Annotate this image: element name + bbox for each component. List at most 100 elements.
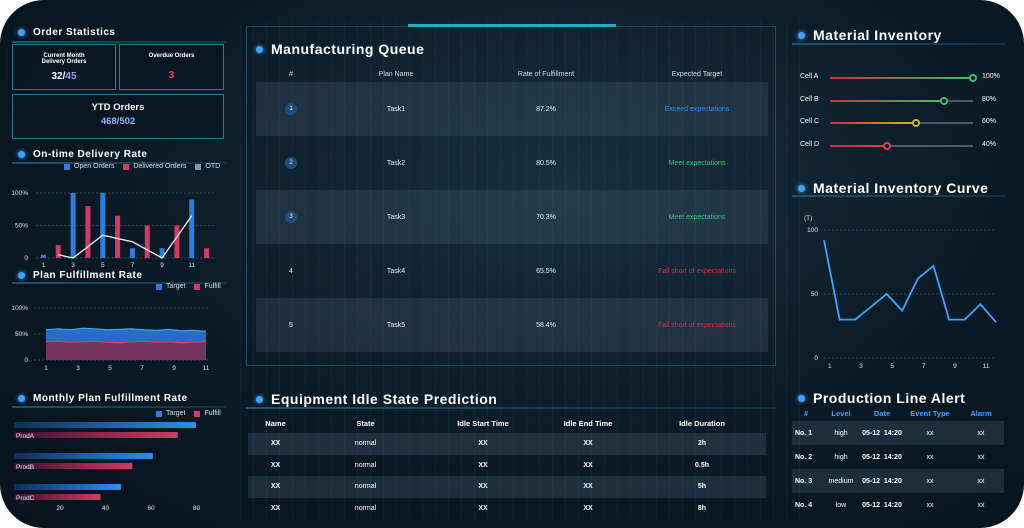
manufacturing-queue-title: Manufacturing Queue bbox=[256, 41, 424, 57]
bar-target[interactable] bbox=[14, 453, 153, 459]
idle-duration: 0.5h bbox=[694, 461, 709, 469]
queue-row[interactable]: 2 Task2 80.5% Meet expectations bbox=[256, 136, 768, 190]
bar-fulfill[interactable] bbox=[14, 494, 101, 500]
idle-state: normal bbox=[354, 461, 377, 469]
bar-delivered-orders[interactable] bbox=[85, 206, 91, 258]
bullet-icon bbox=[256, 45, 263, 53]
alert-row[interactable]: No. 2 high 05-12 14:20 xx xx bbox=[792, 445, 1004, 469]
idle-state: normal bbox=[354, 440, 377, 448]
queue-plan-name: Task1 bbox=[386, 105, 406, 113]
queue-row[interactable]: 3 Task3 70.3% Meet expectations bbox=[256, 190, 768, 244]
alert-table: # Level Date Event Type Alarm No. 1 high 0… bbox=[792, 406, 1004, 517]
inventory-label: Cell A bbox=[800, 73, 819, 80]
x-tick-label: 9 bbox=[160, 262, 164, 269]
alert-date: 05-12 14:20 bbox=[862, 501, 902, 509]
x-tick-label: 11 bbox=[203, 365, 210, 372]
bar-target[interactable] bbox=[14, 484, 121, 490]
bar-open-orders[interactable] bbox=[100, 193, 106, 258]
alert-no: No. 4 bbox=[795, 501, 813, 509]
inventory-knob[interactable] bbox=[912, 119, 920, 127]
y-tick-label: 50 bbox=[811, 291, 819, 298]
alert-alarm: xx bbox=[977, 477, 985, 485]
idle-name: XX bbox=[270, 461, 281, 469]
legend-swatch bbox=[123, 163, 130, 170]
y-tick-label: 0 bbox=[814, 355, 818, 362]
idle-start: XX bbox=[478, 440, 488, 448]
inventory-value: 80% bbox=[982, 95, 997, 103]
idle-state: normal bbox=[354, 504, 377, 512]
bar-open-orders[interactable] bbox=[40, 254, 46, 258]
inventory-label: Cell B bbox=[800, 95, 819, 103]
bar-target[interactable] bbox=[14, 422, 196, 428]
queue-plan-name: Task2 bbox=[386, 159, 406, 167]
bar-open-orders[interactable] bbox=[70, 193, 76, 258]
alert-event: xx bbox=[926, 429, 934, 437]
x-tick-label: 11 bbox=[188, 262, 195, 269]
alert-row[interactable]: No. 4 low 05-12 14:20 xx xx bbox=[792, 493, 1004, 517]
bullet-icon bbox=[256, 395, 263, 403]
bar-delivered-orders[interactable] bbox=[115, 215, 121, 258]
queue-plan-name: Task5 bbox=[386, 321, 406, 329]
alert-row[interactable]: No. 1 high 05-12 14:20 xx xx bbox=[792, 421, 1004, 445]
idle-row[interactable]: XX normal XX XX 2h bbox=[248, 433, 766, 455]
queue-row[interactable]: 4 Task4 65.5% Fall short of expectations bbox=[256, 244, 768, 298]
x-tick-label: 7 bbox=[131, 262, 135, 269]
bar-delivered-orders[interactable] bbox=[55, 245, 61, 258]
bar-delivered-orders[interactable] bbox=[204, 248, 210, 258]
queue-row-number: 4 bbox=[289, 267, 293, 275]
x-tick-label: 11 bbox=[983, 363, 990, 370]
bar-fulfill[interactable] bbox=[14, 463, 133, 469]
idle-row[interactable]: XX normal XX XX 0.5h bbox=[248, 455, 766, 477]
bar-fulfill[interactable] bbox=[14, 432, 178, 438]
inventory-knob[interactable] bbox=[969, 74, 977, 82]
equipment-idle-title: Equipment Idle State Prediction bbox=[256, 391, 497, 407]
alert-no: No. 3 bbox=[795, 477, 813, 485]
inventory-value: 60% bbox=[982, 118, 997, 125]
queue-expected-target: Exceed expectations bbox=[664, 105, 730, 113]
bar-open-orders[interactable] bbox=[129, 248, 135, 258]
delivery-legend: Open Orders Delivered Orders OTD bbox=[64, 163, 220, 170]
alert-level: low bbox=[835, 501, 847, 509]
bar-delivered-orders[interactable] bbox=[144, 225, 150, 259]
idle-end: XX bbox=[583, 504, 593, 512]
queue-rate: 70.3% bbox=[536, 213, 556, 221]
bar-delivered-orders[interactable] bbox=[174, 225, 180, 259]
idle-state: normal bbox=[354, 483, 377, 491]
idle-duration: 2h bbox=[697, 440, 707, 448]
bar-open-orders[interactable] bbox=[159, 248, 165, 258]
alert-event: xx bbox=[926, 453, 934, 461]
alert-alarm: xx bbox=[977, 501, 985, 509]
title-underline bbox=[12, 162, 226, 164]
x-tick-label: 5 bbox=[891, 363, 895, 370]
inventory-fill bbox=[830, 99, 944, 102]
queue-rate: 80.5% bbox=[536, 159, 556, 167]
inventory-row: Cell D 40% bbox=[800, 138, 1020, 161]
legend-swatch bbox=[194, 283, 201, 290]
idle-start: XX bbox=[478, 461, 488, 469]
queue-row[interactable]: 5 Task5 58.4% Fall short of expectations bbox=[256, 298, 768, 352]
alert-no: No. 2 bbox=[795, 453, 813, 461]
idle-name: XX bbox=[270, 483, 281, 491]
x-tick-label: 5 bbox=[101, 262, 105, 269]
alert-row[interactable]: No. 3 medium 05-12 14:20 xx xx bbox=[792, 469, 1004, 493]
idle-end: XX bbox=[583, 483, 593, 491]
inventory-knob[interactable] bbox=[940, 96, 948, 105]
plan-fulfill-legend: Target Fulfill bbox=[156, 283, 221, 290]
idle-start: XX bbox=[478, 483, 488, 491]
x-tick-label: 1 bbox=[44, 365, 48, 372]
x-tick-label: 3 bbox=[76, 365, 80, 372]
alert-alarm: xx bbox=[977, 429, 985, 437]
queue-row[interactable]: 1 Task1 87.2% Exceed expectations bbox=[256, 82, 768, 136]
idle-row[interactable]: XX normal XX XX 5h bbox=[248, 476, 766, 498]
queue-expected-target: Fall short of expectations bbox=[658, 321, 736, 329]
y-tick-label: 100% bbox=[11, 190, 28, 197]
current-month-card: Current Month Delivery Orders 32/45 bbox=[12, 44, 116, 90]
idle-row[interactable]: XX normal XX XX 8h bbox=[248, 498, 766, 520]
inventory-fill bbox=[830, 144, 887, 147]
y-tick-label: 50% bbox=[15, 331, 28, 338]
inventory-knob[interactable] bbox=[883, 141, 891, 150]
delivery-chart: 0 50% 100% 1 3 5 7 9 11 bbox=[11, 190, 214, 269]
bar-open-orders[interactable] bbox=[189, 199, 195, 259]
inventory-fill bbox=[830, 77, 973, 79]
